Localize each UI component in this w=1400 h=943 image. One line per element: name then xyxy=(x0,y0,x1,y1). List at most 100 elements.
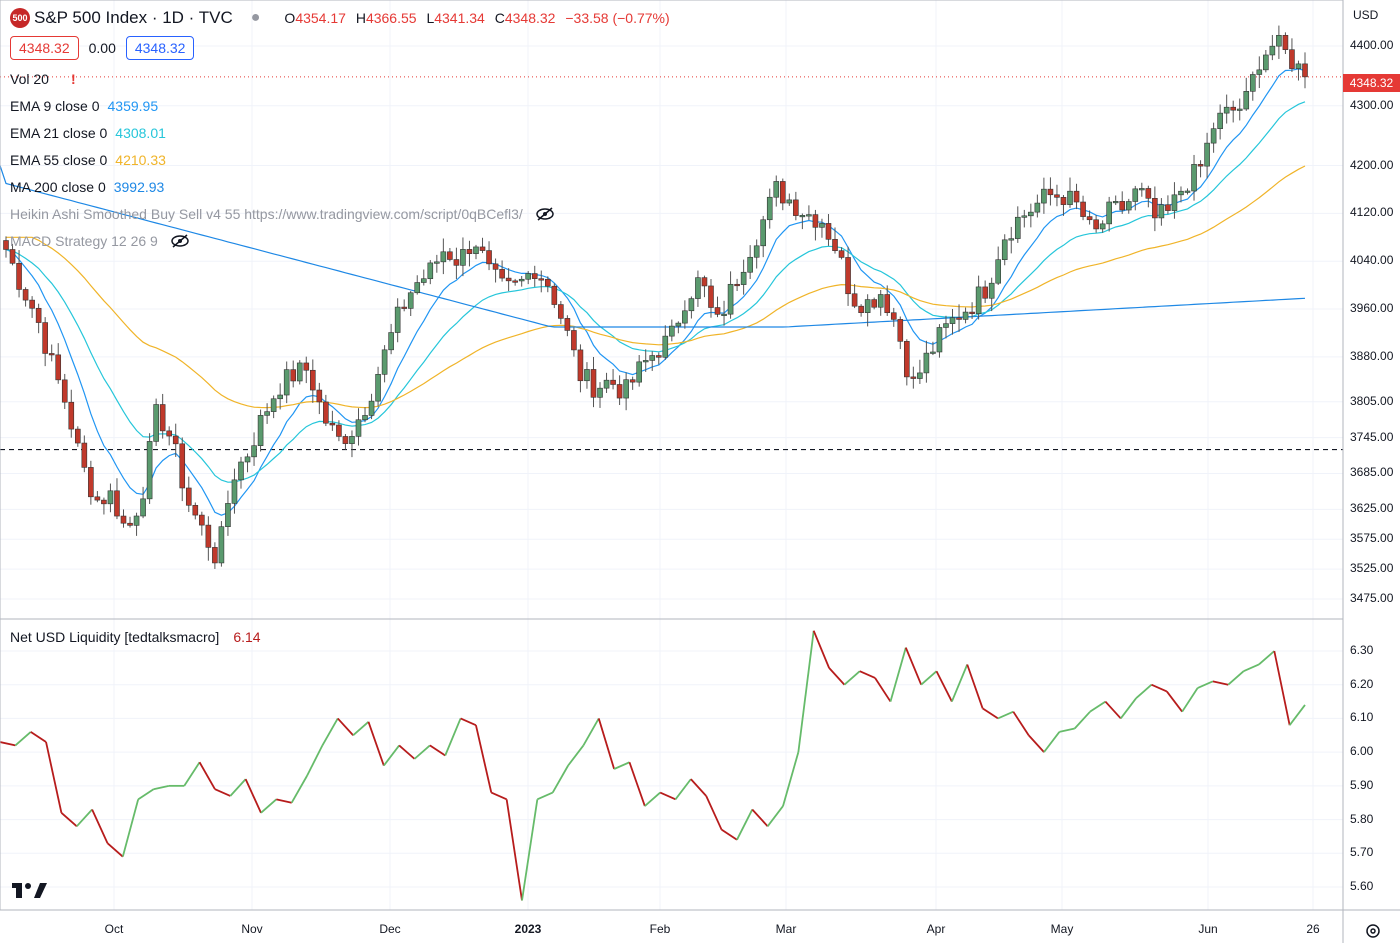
lower-pane-legend[interactable]: Net USD Liquidity [tedtalksmacro] 6.14 xyxy=(10,629,261,645)
candle-body xyxy=(231,479,238,504)
liquidity-segment xyxy=(1074,711,1091,730)
candle-body xyxy=(584,369,590,382)
candle-body xyxy=(917,372,923,379)
candle-body xyxy=(107,490,114,505)
liquidity-segment xyxy=(797,630,815,753)
candle-body xyxy=(68,401,75,430)
liquidity-segment xyxy=(1027,734,1045,753)
indicator-macd[interactable]: MACD Strategy 12 26 9 xyxy=(10,233,190,249)
warning-icon[interactable]: ! xyxy=(70,71,76,87)
indicator-ema9[interactable]: EMA 9 close 0 4359.95 xyxy=(10,98,158,114)
candle-body xyxy=(1191,164,1197,192)
price-tick-label: 4120.00 xyxy=(1350,205,1394,220)
sell-button[interactable]: 4348.32 xyxy=(10,36,79,60)
liquidity-segment xyxy=(383,744,400,767)
liquidity-segment xyxy=(751,808,769,827)
candle-body xyxy=(1204,142,1210,167)
liquidity-segment xyxy=(1197,680,1214,689)
candle-body xyxy=(845,257,851,295)
candle-body xyxy=(414,282,421,294)
candle-body xyxy=(812,214,819,228)
candle-body xyxy=(264,411,270,416)
candle-body xyxy=(610,379,616,385)
time-tick-label: Nov xyxy=(241,922,263,936)
buy-button[interactable]: 4348.32 xyxy=(125,36,195,60)
indicator-heikin-ashi[interactable]: Heikin Ashi Smoothed Buy Sell v4 55 http… xyxy=(10,206,555,222)
candle-body xyxy=(55,354,62,381)
candle-body xyxy=(492,263,499,270)
liquidity-segment xyxy=(30,731,47,743)
symbol-title[interactable]: S&P 500 Index · 1D · TVC xyxy=(34,8,233,27)
candle-body xyxy=(871,299,877,308)
symbol-header[interactable]: 500 S&P 500 Index · 1D · TVC ● O4354.17 … xyxy=(10,8,670,28)
liquidity-segment xyxy=(91,809,109,844)
candle-body xyxy=(975,286,982,314)
candle-body xyxy=(956,317,962,320)
candle-body xyxy=(1008,238,1015,241)
indicator-label: EMA 9 close 0 xyxy=(10,98,100,114)
candle-body xyxy=(825,223,832,240)
liquidity-segment xyxy=(1120,697,1137,719)
hidden-eye-icon[interactable] xyxy=(170,234,190,248)
liquidity-segment xyxy=(659,791,676,801)
net-usd-liquidity-series xyxy=(0,630,1306,901)
candle-body xyxy=(427,262,434,280)
indicator-ma200[interactable]: MA 200 close 0 3992.93 xyxy=(10,179,164,195)
liquidity-segment xyxy=(244,778,262,814)
currency-label[interactable]: USD xyxy=(1353,8,1379,22)
candle-body xyxy=(381,349,388,375)
candle-body xyxy=(708,285,714,308)
liquidity-segment xyxy=(766,805,784,827)
candle-body xyxy=(94,496,101,501)
ema55-line xyxy=(6,165,1306,409)
candle-body xyxy=(48,353,55,356)
liquidity-segment xyxy=(490,791,508,801)
candle-body xyxy=(9,249,16,264)
candle-body xyxy=(688,298,695,312)
price-tick-label: 3625.00 xyxy=(1350,501,1394,516)
liquidity-segment xyxy=(137,788,155,801)
candle-body xyxy=(525,273,532,280)
candle-body xyxy=(832,239,838,251)
liquidity-segment xyxy=(859,670,876,679)
settings-gear-icon[interactable] xyxy=(1364,922,1382,940)
candle-body xyxy=(629,379,636,383)
indicator-value: 4308.01 xyxy=(115,125,166,141)
candle-body xyxy=(349,436,355,444)
liquidity-segment xyxy=(1059,727,1075,733)
trade-buttons: 4348.32 0.00 4348.32 xyxy=(10,36,195,60)
candle-body xyxy=(897,319,904,342)
indicator-ema55[interactable]: EMA 55 close 0 4210.33 xyxy=(10,152,166,168)
candle-body xyxy=(962,311,969,320)
indicator-ema21[interactable]: EMA 21 close 0 4308.01 xyxy=(10,125,166,141)
liquidity-segment xyxy=(951,664,969,702)
candle-body xyxy=(388,332,394,351)
indicator-volume[interactable]: Vol 20 ! xyxy=(10,71,76,87)
candle-body xyxy=(982,286,988,299)
liquidity-segment xyxy=(597,718,615,770)
candle-body xyxy=(858,305,864,313)
price-tick-label: 3685.00 xyxy=(1350,465,1394,480)
candle-body xyxy=(864,299,871,313)
candle-body xyxy=(642,360,649,363)
indicator-label: EMA 21 close 0 xyxy=(10,125,108,141)
candle-body xyxy=(544,278,551,287)
candle-body xyxy=(675,322,682,327)
hidden-eye-icon[interactable] xyxy=(535,207,555,221)
candle-body xyxy=(558,304,564,319)
more-dot-icon[interactable]: ● xyxy=(250,9,261,26)
candle-body xyxy=(172,435,179,445)
indicator-label: MACD Strategy 12 26 9 xyxy=(10,233,158,249)
candle-body xyxy=(460,249,466,266)
last-price-tag: 4348.32 xyxy=(1343,74,1400,92)
candle-body xyxy=(479,246,486,251)
liquidity-segment xyxy=(183,761,201,787)
moving-average-lines xyxy=(0,68,1306,516)
liquidity-segment xyxy=(45,741,63,814)
liquidity-segment xyxy=(398,744,416,760)
candle-body xyxy=(1132,188,1139,202)
candle-body xyxy=(42,322,48,354)
pane-border xyxy=(0,0,1344,911)
candle-body xyxy=(1093,219,1099,230)
